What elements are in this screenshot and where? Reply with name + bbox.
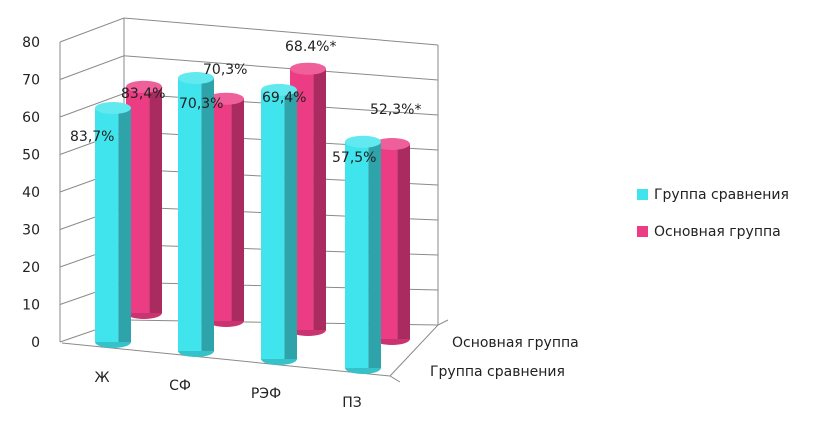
x-axis-categories: Ж СФ РЭФ ПЗ: [94, 370, 361, 411]
bar-side: [313, 68, 326, 330]
y-tick-label: 80: [22, 35, 40, 51]
data-label: 69,4%: [262, 90, 306, 106]
y-tick-label: 20: [22, 260, 40, 276]
gridline: [59, 55, 439, 81]
bar-comparison-3: [345, 135, 381, 374]
depth-axis-labels: Основная группа Группа сравнения: [430, 335, 579, 380]
bar-top: [208, 92, 244, 105]
bar-base: [95, 342, 131, 348]
data-labels: 83,7% 83,4% 70,3% 70,3% 69,4% 68.4%* 57,5% 52,3…: [70, 39, 421, 166]
bars: [95, 62, 410, 374]
bar-side: [201, 78, 214, 351]
depth-axis-line: [389, 319, 449, 377]
bar-main-0: [126, 80, 162, 319]
data-label: 70,3%: [203, 62, 247, 78]
legend: Группа сравнения Основная группа: [637, 187, 789, 240]
bar-side: [118, 108, 131, 342]
category-label: Ж: [94, 370, 109, 386]
y-tick-label: 70: [22, 73, 40, 89]
bar-face: [345, 141, 369, 368]
bar-face: [95, 108, 119, 342]
bar-base: [345, 368, 381, 374]
bar-base: [261, 359, 297, 365]
depth-label: Группа сравнения: [430, 364, 565, 380]
bar-base: [178, 351, 214, 357]
y-tick-label: 0: [31, 335, 40, 351]
data-label: 52,3%*: [370, 102, 421, 118]
bar-face: [261, 89, 285, 360]
y-tick-label: 50: [22, 148, 40, 164]
bar-top: [261, 83, 297, 96]
bar-face: [126, 86, 150, 313]
category-label: СФ: [169, 378, 191, 394]
bar-comparison-2: [261, 83, 297, 365]
data-label: 83,7%: [70, 129, 114, 145]
y-tick-label: 60: [22, 110, 40, 126]
bar-top: [374, 138, 410, 150]
category-label: РЭФ: [251, 386, 281, 402]
data-label: 68.4%*: [285, 39, 336, 55]
y-tick-label: 10: [22, 298, 40, 314]
legend-label: Основная группа: [654, 224, 781, 240]
y-axis-ticks: 0 10 20 30 40 50 60 70 80: [22, 35, 40, 351]
bar-comparison-0: [95, 102, 131, 348]
bar-base: [374, 339, 410, 345]
gridline: [59, 17, 439, 46]
bar-side: [231, 98, 244, 321]
bar-top: [126, 80, 162, 93]
bar-base: [290, 330, 326, 336]
legend-swatch: [637, 226, 648, 237]
bar-top: [290, 62, 326, 75]
bar-side: [284, 89, 297, 360]
bar-base: [126, 313, 162, 319]
legend-swatch: [637, 189, 648, 200]
bar-side: [368, 141, 381, 368]
legend-label: Группа сравнения: [654, 187, 789, 203]
bar-base: [208, 321, 244, 327]
y-tick-label: 30: [22, 223, 40, 239]
bar-top: [345, 135, 381, 148]
bar-comparison-1: [178, 72, 214, 357]
bar-face: [178, 78, 202, 351]
bar-side: [149, 86, 162, 313]
data-label: 57,5%: [332, 150, 376, 166]
category-label: ПЗ: [342, 395, 362, 411]
bar-side: [397, 144, 410, 339]
depth-label: Основная группа: [452, 335, 579, 351]
data-label: 83,4%: [121, 86, 165, 102]
y-tick-label: 40: [22, 185, 40, 201]
data-label: 70,3%: [179, 96, 223, 112]
bar-top: [95, 102, 131, 114]
bar-top: [178, 72, 214, 84]
